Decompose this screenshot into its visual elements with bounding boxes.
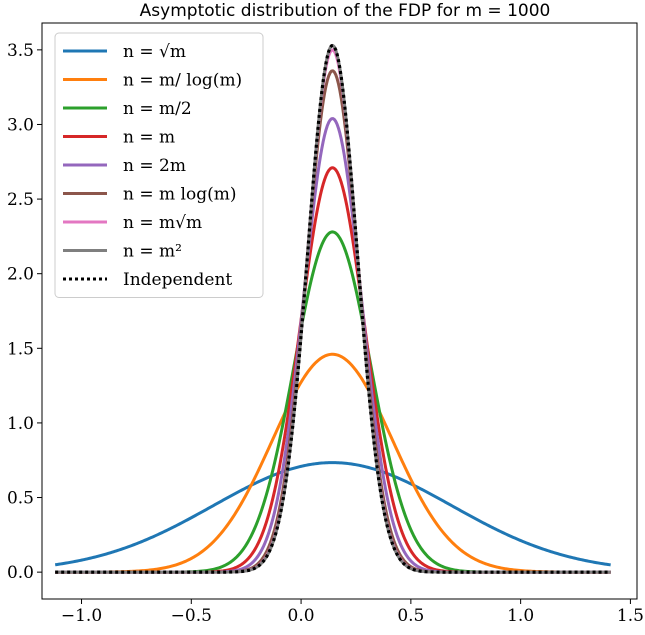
chart-title: Asymptotic distribution of the FDP for m… bbox=[140, 1, 551, 21]
plot-area bbox=[54, 43, 611, 574]
x-tick-label: 1.5 bbox=[617, 606, 644, 626]
y-tick-label: 3.5 bbox=[7, 41, 34, 61]
legend-label: n = m² bbox=[123, 242, 182, 262]
series-group bbox=[54, 43, 611, 574]
legend-label: n = m/2 bbox=[123, 99, 192, 119]
y-tick-label: 1.0 bbox=[7, 414, 34, 434]
y-tick-label: 2.5 bbox=[7, 190, 34, 210]
legend-label: n = m bbox=[123, 128, 175, 148]
axes: −1.0 −0.5 0.0 0.5 1.0 1.5 0.0 0.5 1.0 1.5 2.0 2.5 3.… bbox=[7, 22, 644, 626]
legend-label: n = 2m bbox=[123, 156, 186, 176]
legend-label: n = m log(m) bbox=[123, 185, 236, 205]
series-line-0 bbox=[54, 461, 611, 567]
y-tick-label: 0.0 bbox=[7, 563, 34, 583]
y-tick-label: 2.0 bbox=[7, 265, 34, 285]
y-tick-label: 1.5 bbox=[7, 339, 34, 359]
legend-box bbox=[54, 32, 264, 298]
y-tick-label: 3.0 bbox=[7, 115, 34, 135]
x-tick-label: 1.0 bbox=[507, 606, 534, 626]
legend-label: n = m/ log(m) bbox=[123, 71, 242, 91]
legend-label: Independent bbox=[123, 270, 232, 290]
legend-label: n = m√m bbox=[123, 213, 202, 233]
x-tick-label: −0.5 bbox=[171, 606, 212, 626]
x-tick-label: 0.0 bbox=[288, 606, 315, 626]
x-tick-label: 0.5 bbox=[397, 606, 424, 626]
legend-label: n = √m bbox=[123, 42, 186, 62]
series-line-1 bbox=[55, 352, 611, 574]
series-line-8 bbox=[54, 43, 611, 574]
y-tick-label: 0.5 bbox=[7, 489, 34, 509]
legend: n = √m n = m/ log(m) n = m/2 n = m n = 2m n =… bbox=[54, 32, 264, 298]
x-tick-label: −1.0 bbox=[61, 606, 102, 626]
plot-frame bbox=[41, 22, 638, 600]
